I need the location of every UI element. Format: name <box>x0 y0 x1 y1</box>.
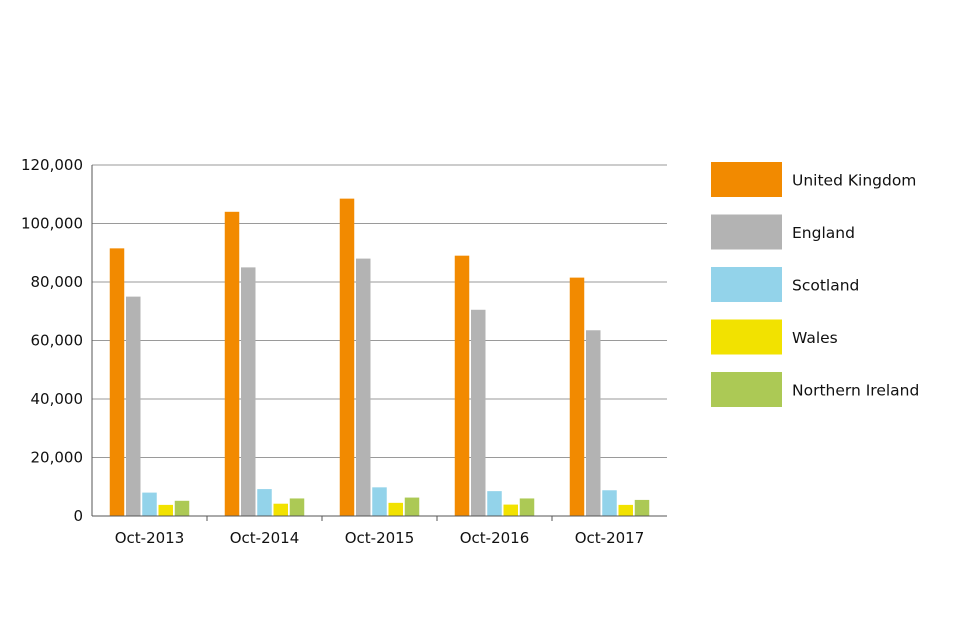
bar-northern-ireland-oct-2015 <box>404 497 420 516</box>
legend-label: Wales <box>792 329 838 347</box>
legend-swatch <box>711 162 782 197</box>
legend-item-northern-ireland: Northern Ireland <box>711 372 919 407</box>
legend-swatch <box>711 267 782 302</box>
bar-scotland-oct-2013 <box>142 492 157 516</box>
legend-item-united-kingdom: United Kingdom <box>711 162 916 197</box>
legend-label: England <box>792 224 855 242</box>
bar-united-kingdom-oct-2014 <box>224 211 240 517</box>
bar-wales-oct-2015 <box>388 502 403 516</box>
bar-scotland-oct-2015 <box>372 487 387 516</box>
legend-swatch <box>711 319 782 355</box>
bar-england-oct-2016 <box>471 309 486 516</box>
y-axis-tick-labels: 0 20,000 40,000 60,000 80,000 100,000 120,000 <box>21 156 83 525</box>
bars <box>109 198 650 517</box>
legend-label: Northern Ireland <box>792 382 919 400</box>
legend: United Kingdom England Scotland Wales Northe… <box>711 162 919 407</box>
bar-england-oct-2014 <box>241 267 256 516</box>
bar-scotland-oct-2016 <box>487 491 502 516</box>
y-tick-label: 100,000 <box>21 215 83 233</box>
bar-scotland-oct-2017 <box>602 490 617 516</box>
bar-wales-oct-2016 <box>503 504 518 516</box>
bar-northern-ireland-oct-2017 <box>634 499 650 516</box>
x-tick-label: Oct-2016 <box>460 529 530 547</box>
bar-england-oct-2015 <box>356 258 371 516</box>
bar-northern-ireland-oct-2013 <box>174 500 190 516</box>
x-tick-label: Oct-2013 <box>115 529 185 547</box>
legend-item-wales: Wales <box>711 319 838 355</box>
bar-wales-oct-2013 <box>158 504 173 516</box>
bar-wales-oct-2014 <box>273 503 288 516</box>
bar-england-oct-2017 <box>586 330 601 516</box>
bar-united-kingdom-oct-2016 <box>454 255 470 517</box>
y-tick-label: 40,000 <box>31 390 84 408</box>
bar-wales-oct-2017 <box>618 504 633 516</box>
legend-label: United Kingdom <box>792 172 916 190</box>
y-tick-label: 60,000 <box>31 332 84 350</box>
y-tick-label: 80,000 <box>31 273 84 291</box>
bar-england-oct-2013 <box>126 296 141 516</box>
axes <box>91 165 667 521</box>
legend-swatch <box>711 372 782 407</box>
y-tick-label: 120,000 <box>21 156 83 174</box>
x-tick-label: Oct-2014 <box>230 529 300 547</box>
bar-northern-ireland-oct-2014 <box>289 498 305 516</box>
bar-northern-ireland-oct-2016 <box>519 498 535 516</box>
legend-swatch <box>711 214 782 250</box>
legend-item-scotland: Scotland <box>711 267 859 302</box>
x-tick-label: Oct-2017 <box>575 529 645 547</box>
y-tick-label: 20,000 <box>31 449 84 467</box>
x-axis-tick-labels: Oct-2013 Oct-2014 Oct-2015 Oct-2016 Oct-2017 <box>115 529 645 547</box>
x-tick-label: Oct-2015 <box>345 529 415 547</box>
bar-united-kingdom-oct-2013 <box>109 248 125 517</box>
y-tick-label: 0 <box>73 507 83 525</box>
legend-item-england: England <box>711 214 855 250</box>
legend-label: Scotland <box>792 277 859 295</box>
bar-united-kingdom-oct-2015 <box>339 198 355 516</box>
bar-united-kingdom-oct-2017 <box>569 277 585 516</box>
bar-scotland-oct-2014 <box>257 489 272 516</box>
